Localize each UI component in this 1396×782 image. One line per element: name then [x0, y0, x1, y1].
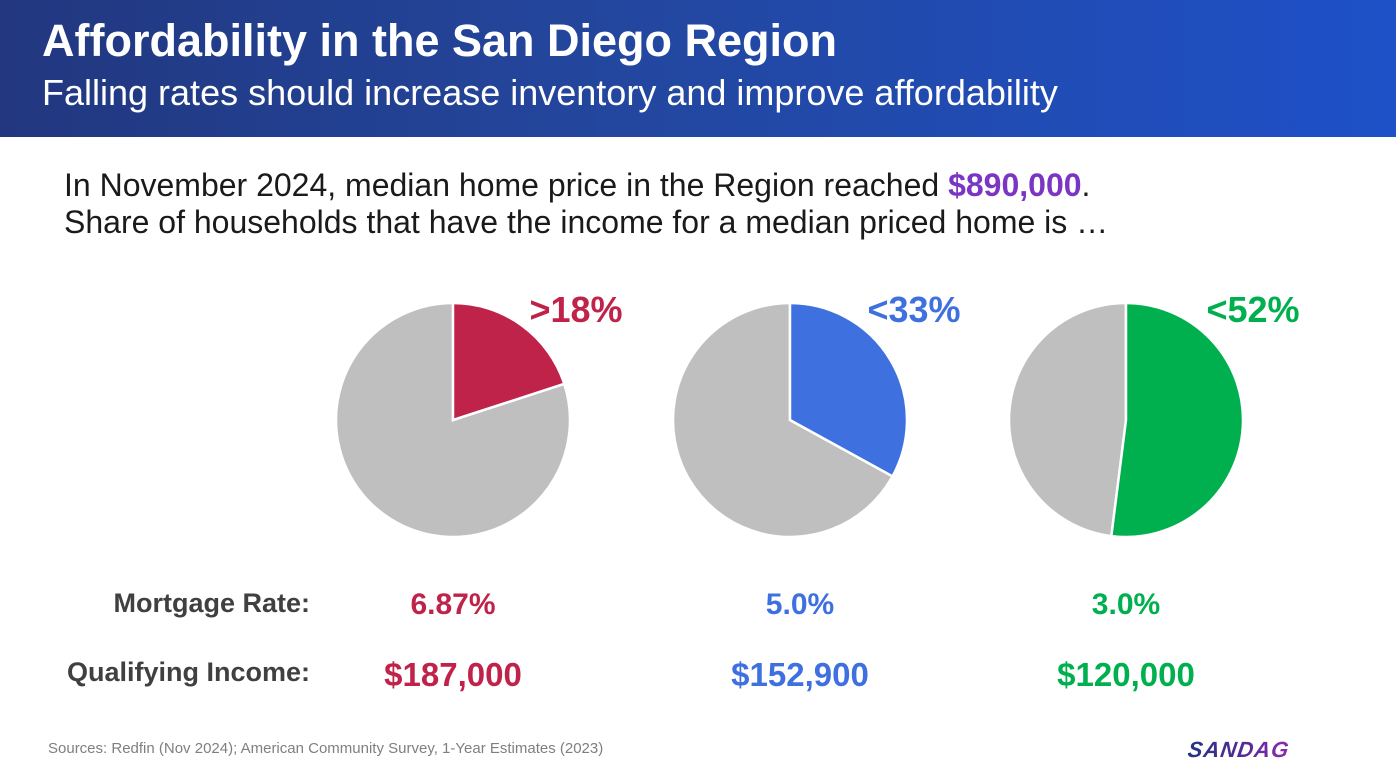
mortgage-rate-value-1: 6.87% — [410, 588, 496, 621]
page-title: Affordability in the San Diego Region — [42, 15, 838, 66]
median-price: $890,000 — [948, 167, 1082, 203]
pie-chart-3: <52% — [1007, 289, 1300, 539]
qualifying-income-value-3: $120,000 — [1057, 656, 1195, 693]
intro-line-2: Share of households that have the income… — [64, 204, 1109, 240]
intro-text: In November 2024, median home price in t… — [64, 167, 1108, 241]
pie-label: >18% — [529, 289, 622, 330]
pie-label: <52% — [1206, 289, 1299, 330]
pie-label: <33% — [867, 289, 960, 330]
mortgage-rate-value-3: 3.0% — [1091, 588, 1161, 621]
pie-slice-share — [1109, 301, 1245, 539]
pie-slice-remainder — [334, 301, 572, 539]
pie-slice-remainder — [671, 301, 895, 539]
sandag-logo: SANDAG — [1186, 737, 1292, 762]
qualifying-income-label: Qualifying Income: — [66, 657, 310, 687]
pie-slice-share — [788, 301, 909, 479]
header-banner: Affordability in the San Diego Region Fa… — [0, 0, 1396, 137]
pie-slice-share — [451, 301, 566, 422]
qualifying-income-value-1: $187,000 — [384, 656, 522, 693]
page-subtitle: Falling rates should increase inventory … — [42, 72, 1058, 113]
intro-line-1: In November 2024, median home price in t… — [64, 167, 1108, 204]
pie-chart-1: >18% — [334, 289, 623, 539]
pie-chart-2: <33% — [671, 289, 961, 539]
intro-line-1-suffix: . — [1081, 167, 1091, 203]
mortgage-rate-value-2: 5.0% — [765, 588, 835, 621]
pie-slice-remainder — [1007, 301, 1128, 538]
intro-line-1-prefix: In November 2024, median home price in t… — [64, 167, 949, 203]
sources-note: Sources: Redfin (Nov 2024); American Com… — [48, 740, 604, 757]
qualifying-income-value-2: $152,900 — [731, 656, 869, 693]
mortgage-rate-label: Mortgage Rate: — [113, 588, 310, 618]
